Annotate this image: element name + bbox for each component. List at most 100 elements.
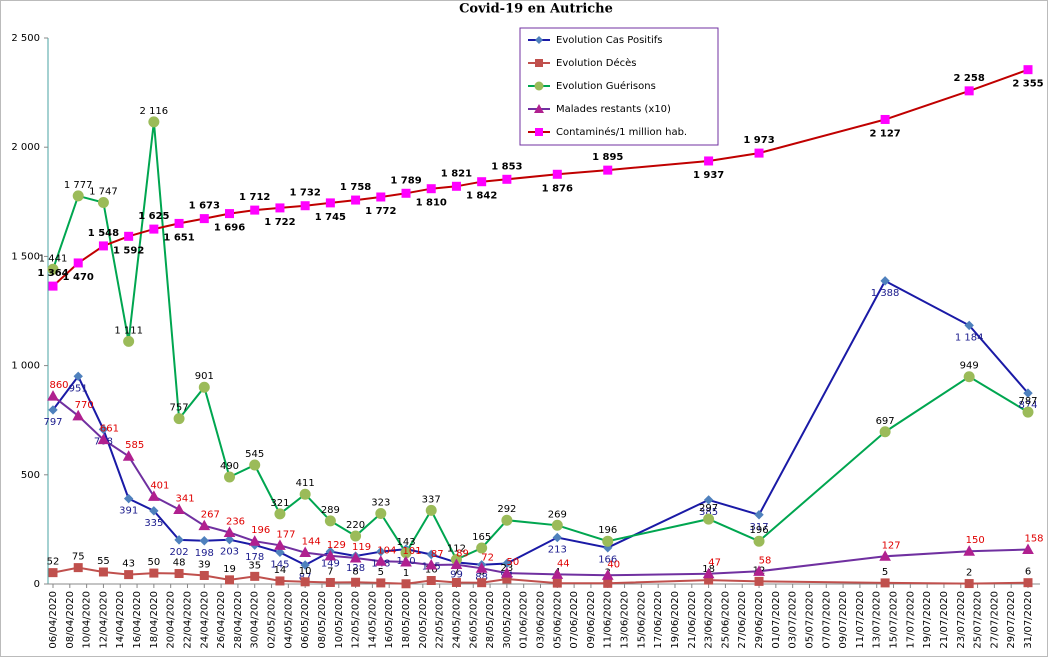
point [324,549,337,561]
point [401,188,411,198]
data-label: 1 696 [214,223,245,234]
data-label: 5 [378,567,384,578]
data-label: 44 [557,558,570,569]
x-tick-label: 06/04/2020 [48,591,59,649]
data-label: 112 [447,544,466,555]
data-label: 757 [170,403,189,414]
data-label: 2 355 [1012,79,1043,90]
data-label: 901 [195,371,214,382]
data-label: 1 937 [693,170,724,181]
data-label: 661 [100,424,119,435]
point [425,558,438,570]
point [426,549,436,560]
data-label: 144 [302,537,321,548]
data-label: 1 745 [315,212,346,223]
x-tick-label: 26/04/2020 [216,591,227,649]
point [426,184,436,194]
point [601,569,614,580]
legend-marker [534,104,544,113]
data-label: 40 [607,559,620,570]
x-tick-label: 17/06/2020 [653,591,664,649]
data-label: 198 [195,548,214,559]
x-tick-label: 10/04/2020 [82,591,93,649]
point [148,116,160,128]
point [400,555,412,567]
point [477,177,487,187]
data-label: 39 [198,559,211,570]
data-label: 317 [749,522,768,533]
x-tick-label: 10/05/2020 [334,591,345,649]
data-label: 196 [251,525,270,536]
point [98,241,108,251]
data-label: 7 [327,566,333,577]
x-tick-label: 05/07/2020 [804,591,815,649]
point [274,508,286,520]
x-tick-label: 24/04/2020 [199,591,210,649]
x-tick-label: 19/06/2020 [670,591,681,649]
point [199,536,210,546]
data-label: 2 [966,568,972,579]
point [72,409,85,421]
point [425,504,437,516]
data-label: 1 625 [138,211,169,222]
data-label: 52 [47,557,60,568]
point [325,577,335,587]
y-tick-label: 2 000 [11,142,40,153]
point [551,568,564,579]
point [98,424,109,435]
point [476,542,488,554]
data-label: 158 [1024,533,1043,544]
legend-marker [535,36,543,44]
data-label: 267 [201,510,220,521]
x-tick-label: 09/06/2020 [586,591,597,649]
point [224,471,236,483]
x-tick-label: 25/06/2020 [720,591,731,649]
data-label: 10 [299,566,312,577]
data-label: 269 [548,509,567,520]
x-tick-label: 21/06/2020 [687,591,698,649]
data-label: 2 127 [869,128,900,139]
data-label: 545 [245,449,264,460]
data-label: 220 [346,520,365,531]
point [98,567,108,577]
data-label: 1 [403,568,409,579]
point [48,405,58,415]
point [250,571,260,581]
point [224,534,235,545]
x-tick-label: 26/05/2020 [468,591,479,649]
x-tick-label: 20/05/2020 [418,591,429,649]
y-tick-label: 2 500 [11,33,40,44]
point [1022,543,1034,554]
point [300,577,310,587]
x-tick-label: 02/05/2020 [267,591,278,649]
data-label: 99 [450,569,463,580]
x-tick-label: 27/07/2020 [989,591,1000,649]
x-tick-label: 28/04/2020 [233,591,244,649]
data-label: 1 842 [466,191,497,202]
point [198,519,211,531]
point [174,535,184,545]
data-label: 127 [882,540,901,551]
data-label: 335 [144,518,163,529]
data-label: 411 [296,478,315,489]
data-label: 14 [274,565,287,576]
point [123,335,135,347]
point [753,565,765,576]
point [72,190,84,202]
data-label: 1 111 [114,325,143,336]
x-tick-label: 22/05/2020 [435,591,446,649]
x-tick-label: 11/07/2020 [855,591,866,649]
point [48,281,58,291]
data-label: 1 876 [542,183,573,194]
point [173,413,185,425]
y-tick-label: 1 000 [11,361,40,372]
point [963,545,976,556]
data-label: 1 777 [64,180,93,191]
x-tick-label: 21/07/2020 [939,591,950,649]
data-label: 196 [598,525,617,536]
point [552,532,563,543]
data-label: 7 [453,566,459,577]
point [73,258,83,268]
point [124,231,134,241]
x-tick-label: 19/07/2020 [922,591,933,649]
